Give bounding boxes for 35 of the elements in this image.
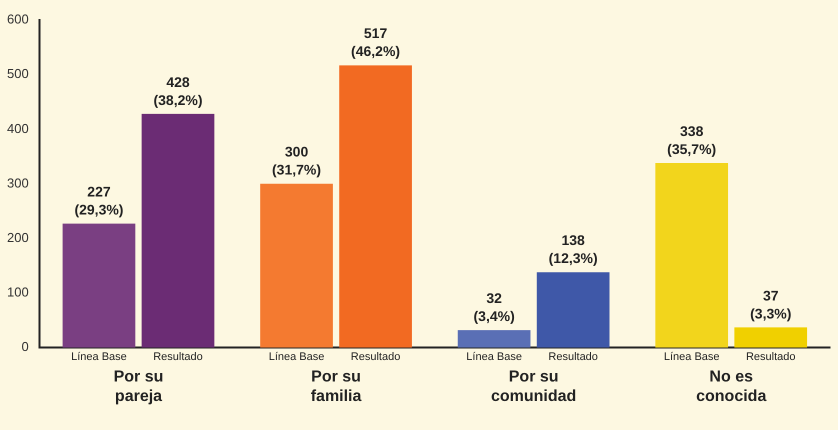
y-tick-label: 500 — [6, 66, 29, 82]
y-tick-label: 100 — [6, 284, 29, 300]
bar — [62, 224, 136, 348]
data-label: 517 (46,2%) — [351, 25, 400, 60]
bar — [734, 327, 808, 348]
x-tick-label: Por su familia — [310, 368, 362, 405]
bar — [655, 163, 728, 348]
series-label: Línea Base — [71, 351, 127, 364]
y-tick-label: 300 — [6, 175, 29, 190]
bar — [260, 184, 333, 348]
y-tick-label: 0 — [21, 339, 29, 354]
data-label: 37 (3,3%) — [750, 287, 792, 322]
data-label: 227 (29,3%) — [74, 184, 124, 218]
bar — [339, 65, 412, 348]
series-label: Resultado — [153, 351, 203, 364]
bar — [536, 272, 610, 348]
y-tick-label: 600 — [6, 12, 29, 27]
text: Línea Base — [664, 351, 720, 364]
text: Línea Base — [268, 351, 324, 364]
x-tick-label: Por su pareja — [114, 368, 164, 405]
data-label: 138 (12,3%) — [548, 232, 598, 266]
text: Resultado — [350, 351, 400, 364]
text: Resultado — [548, 351, 598, 364]
text: Resultado — [746, 351, 796, 364]
x-tick-label: Por su comunidad — [490, 368, 576, 405]
bar — [458, 330, 530, 348]
text: Línea Base — [466, 351, 522, 364]
data-label: 300 (31,7%) — [272, 144, 322, 178]
x-tick-label: No es conocida — [696, 368, 766, 405]
data-label: 428 (38,2%) — [153, 74, 203, 108]
y-tick-label: 200 — [6, 230, 29, 245]
data-label: 32 (3,4%) — [474, 290, 515, 324]
y-tick-label: 400 — [6, 120, 29, 136]
data-label: 338 (35,7%) — [667, 122, 716, 157]
bar — [142, 114, 214, 348]
